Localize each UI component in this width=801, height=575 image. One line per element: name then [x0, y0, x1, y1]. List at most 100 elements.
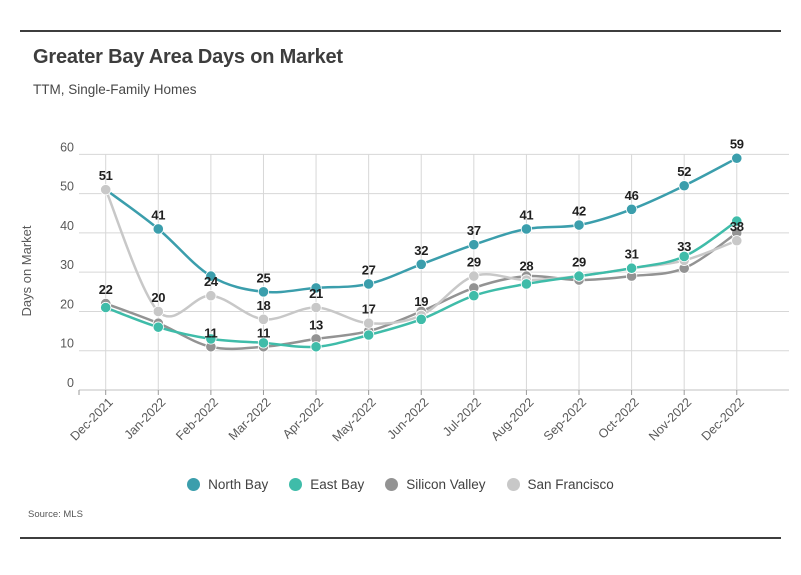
- data-point-north-bay-2: [205, 270, 217, 282]
- legend-item-north-bay: North Bay: [187, 477, 268, 492]
- top-border-rule: [20, 30, 781, 32]
- x-tick-label-oct-2022: Oct-2022: [595, 395, 641, 441]
- data-point-san-francisco-4: [310, 301, 322, 314]
- data-point-east-bay-9: [573, 270, 585, 282]
- x-tick-label-apr-2022: Apr-2022: [280, 395, 326, 441]
- data-label-san-francisco-May-2022: 17: [362, 302, 376, 317]
- y-tick-label-20: 20: [60, 297, 74, 311]
- data-label-san-francisco-Jul-2022: 29: [467, 255, 481, 270]
- y-axis-title: Days on Market: [19, 225, 34, 316]
- chart-subtitle: TTM, Single-Family Homes: [33, 82, 197, 97]
- data-label-san-francisco-Mar-2022: 18: [257, 298, 271, 313]
- data-label-north-bay-Jun-2022: 32: [414, 243, 428, 258]
- x-tick-label-sep-2022: Sep-2022: [541, 395, 589, 443]
- data-point-east-bay-1: [152, 321, 164, 333]
- x-tick-label-aug-2022: Aug-2022: [488, 395, 536, 443]
- y-tick-label-0: 0: [67, 376, 74, 390]
- data-point-east-bay-6: [415, 313, 427, 325]
- data-label-san-francisco-Nov-2022: 33: [677, 239, 691, 254]
- data-point-san-francisco-5: [363, 317, 375, 329]
- data-label-north-bay-Nov-2022: 52: [677, 164, 691, 179]
- source-note: Source: MLS: [28, 509, 83, 520]
- data-point-north-bay-8: [520, 223, 533, 235]
- data-label-north-bay-Dec-2021: 51: [99, 168, 113, 183]
- data-label-north-bay-Mar-2022: 25: [257, 270, 271, 285]
- data-point-north-bay-11: [678, 180, 690, 192]
- data-label-san-francisco-Aug-2022: 28: [519, 259, 533, 274]
- data-label-silicon-valley-Mar-2022: 11: [257, 325, 270, 340]
- data-label-silicon-valley-Feb-2022: 11: [204, 325, 217, 340]
- data-label-silicon-valley-Dec-2021: 22: [99, 282, 113, 297]
- data-point-north-bay-12: [731, 152, 743, 164]
- legend-swatch-north-bay: [187, 478, 201, 491]
- data-point-east-bay-2: [205, 333, 217, 345]
- data-point-east-bay-5: [363, 329, 375, 341]
- data-label-san-francisco-Sep-2022: 29: [572, 255, 586, 270]
- data-point-east-bay-8: [520, 278, 533, 290]
- data-point-san-francisco-3: [257, 313, 270, 325]
- data-point-north-bay-3: [257, 286, 270, 298]
- data-label-silicon-valley-Apr-2022: 13: [309, 317, 323, 332]
- legend-label-north-bay: North Bay: [208, 477, 269, 492]
- data-point-east-bay-4: [310, 341, 322, 353]
- y-tick-label-30: 30: [60, 258, 74, 272]
- data-point-san-francisco-2: [205, 290, 217, 302]
- data-point-east-bay-0: [100, 301, 112, 314]
- data-point-san-francisco-12: [731, 235, 743, 247]
- legend-item-san-francisco: San Francisco: [506, 477, 614, 492]
- data-point-north-bay-7: [468, 239, 480, 251]
- data-label-san-francisco-Jun-2022: 19: [414, 294, 428, 309]
- x-tick-label-dec-2021: Dec-2021: [68, 395, 116, 443]
- x-tick-label-mar-2022: Mar-2022: [226, 395, 274, 443]
- legend-item-east-bay: East Bay: [289, 477, 364, 492]
- legend-swatch-silicon-valley: [385, 478, 399, 491]
- legend-swatch-san-francisco: [506, 478, 520, 491]
- data-label-north-bay-Oct-2022: 46: [625, 188, 639, 203]
- y-tick-label-40: 40: [60, 219, 74, 233]
- y-tick-label-50: 50: [60, 180, 74, 194]
- data-label-san-francisco-Feb-2022: 24: [204, 274, 219, 289]
- data-point-north-bay-5: [363, 278, 375, 290]
- data-label-san-francisco-Oct-2022: 31: [625, 247, 639, 262]
- chart-title: Greater Bay Area Days on Market: [33, 46, 343, 68]
- data-point-east-bay-3: [257, 337, 270, 349]
- data-label-north-bay-Dec-2022: 59: [730, 137, 744, 152]
- legend-swatch-east-bay: [289, 478, 303, 491]
- data-label-north-bay-Jul-2022: 37: [467, 223, 481, 238]
- data-point-north-bay-9: [573, 219, 585, 231]
- data-point-north-bay-6: [415, 258, 427, 270]
- data-point-east-bay-11: [678, 250, 690, 263]
- data-label-san-francisco-Dec-2022: 38: [730, 219, 744, 234]
- y-tick-label-60: 60: [60, 140, 74, 154]
- x-tick-label-jan-2022: Jan-2022: [122, 395, 169, 442]
- x-tick-label-may-2022: May-2022: [330, 395, 379, 444]
- y-tick-label-10: 10: [60, 337, 74, 351]
- x-tick-label-feb-2022: Feb-2022: [173, 395, 221, 443]
- data-point-san-francisco-7: [468, 270, 480, 282]
- data-point-east-bay-7: [468, 290, 480, 302]
- x-tick-label-dec-2022: Dec-2022: [699, 395, 747, 443]
- data-point-san-francisco-1: [152, 305, 164, 318]
- x-tick-label-jun-2022: Jun-2022: [385, 395, 432, 442]
- data-label-north-bay-Jan-2022: 41: [151, 207, 165, 222]
- data-label-san-francisco-Apr-2022: 21: [309, 286, 323, 301]
- legend-label-east-bay: East Bay: [310, 477, 365, 492]
- chart-legend: North Bay East Bay Silicon Valley San Franc…: [0, 477, 801, 492]
- data-point-san-francisco-0: [100, 184, 112, 196]
- data-label-north-bay-May-2022: 27: [362, 262, 376, 277]
- legend-item-silicon-valley: Silicon Valley: [385, 477, 486, 492]
- data-point-north-bay-4: [310, 282, 322, 294]
- data-point-north-bay-1: [152, 223, 164, 235]
- legend-label-silicon-valley: Silicon Valley: [406, 477, 486, 492]
- bottom-border-rule: [20, 537, 781, 539]
- data-point-north-bay-10: [625, 203, 638, 215]
- legend-label-san-francisco: San Francisco: [527, 477, 614, 492]
- x-tick-label-nov-2022: Nov-2022: [646, 395, 694, 443]
- data-label-north-bay-Sep-2022: 42: [572, 204, 586, 219]
- data-point-east-bay-10: [625, 262, 638, 274]
- data-label-north-bay-Aug-2022: 41: [519, 207, 533, 222]
- x-tick-label-jul-2022: Jul-2022: [440, 395, 484, 439]
- data-label-san-francisco-Jan-2022: 20: [151, 290, 165, 305]
